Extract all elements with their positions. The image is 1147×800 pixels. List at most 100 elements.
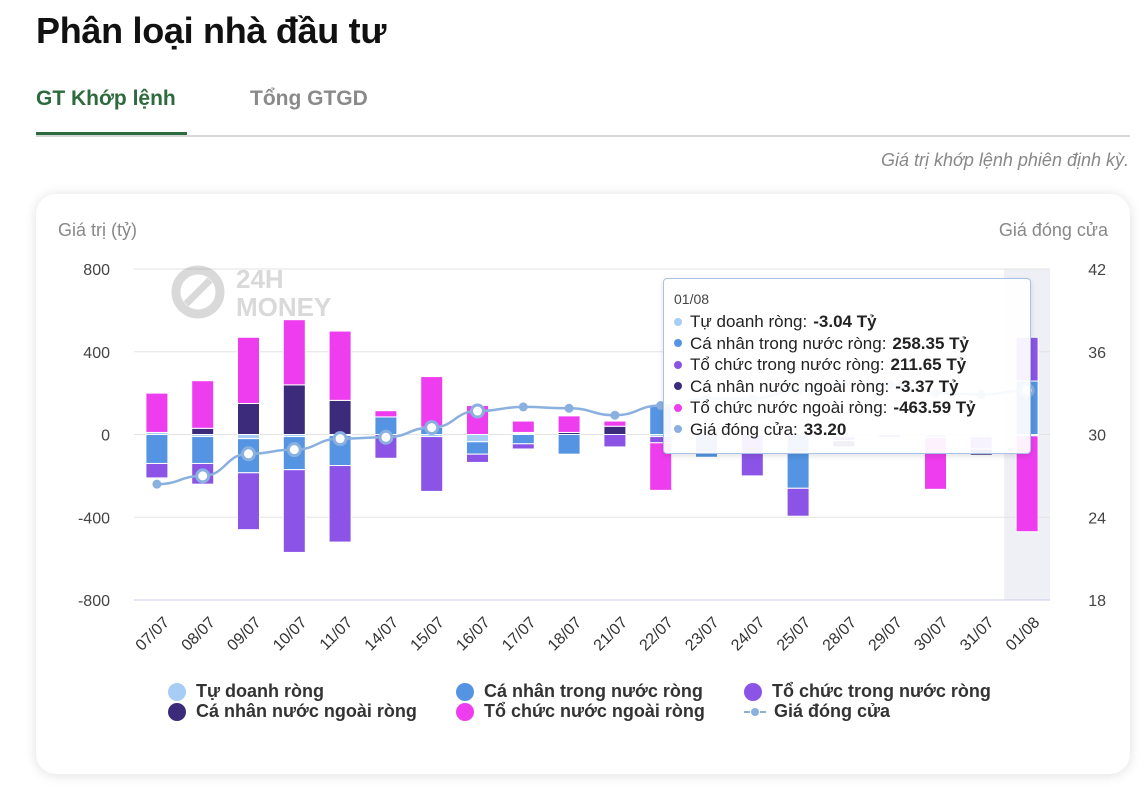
chart-note: Giá trị khớp lệnh phiên định kỳ.: [880, 150, 1129, 170]
bar-to_chuc_nuoc_ngoai[interactable]: [511, 420, 535, 433]
y-right-tick: 30: [1088, 428, 1106, 445]
bar-to_chuc_nuoc_ngoai[interactable]: [328, 330, 352, 401]
tooltip-title: 01/08: [674, 291, 710, 307]
legend-item[interactable]: Giá đóng cửa: [744, 701, 890, 722]
tooltip-row: Tổ chức nước ngoài ròng: -463.59 Tỷ: [674, 397, 1020, 419]
line-point[interactable]: [286, 442, 302, 458]
x-tick-label: 22/07: [637, 614, 677, 654]
bar-ca_nhan_trong_nuoc[interactable]: [511, 434, 535, 445]
active-tab-indicator: [36, 132, 187, 135]
x-tick-label: 29/07: [866, 614, 906, 654]
y-left-axis-title: Giá trị (tỷ): [58, 220, 137, 240]
bar-to_chuc_nuoc_ngoai[interactable]: [282, 319, 306, 386]
legend-item[interactable]: Cá nhân trong nước ròng: [456, 681, 703, 702]
chart-tooltip: 01/08 Tự doanh ròng: -3.04 Tỷ Cá nhân tron…: [663, 278, 1031, 454]
y-right-tick: 42: [1088, 262, 1106, 279]
line-point[interactable]: [332, 431, 348, 447]
x-tick-label: 31/07: [957, 614, 997, 654]
legend-item[interactable]: Tự doanh ròng: [168, 681, 324, 702]
bar-tu_doanh[interactable]: [466, 434, 489, 443]
tooltip-label: Giá đóng cửa:: [690, 419, 798, 439]
legend-item[interactable]: Tổ chức trong nước ròng: [744, 681, 991, 702]
bar-to_chuc_trong_nuoc[interactable]: [237, 472, 260, 531]
tooltip-dot: [674, 339, 682, 348]
x-tick-label: 17/07: [499, 614, 539, 654]
tooltip-label: Tổ chức trong nước ròng:: [690, 355, 885, 374]
x-tick-label: 30/07: [911, 614, 951, 654]
legend-swatch: [456, 702, 474, 721]
bar-to_chuc_nuoc_ngoai[interactable]: [374, 410, 398, 418]
chart-card: Giá trị (tỷ) Giá đóng cửa 800 400 0 -400 -80…: [36, 194, 1130, 774]
x-tick-label: 14/07: [362, 614, 402, 654]
y-right-axis-title: Giá đóng cửa: [998, 220, 1108, 240]
y-right-tick: 36: [1088, 345, 1106, 362]
bar-to_chuc_trong_nuoc[interactable]: [603, 434, 627, 448]
bar-to_chuc_trong_nuoc[interactable]: [145, 462, 169, 479]
tooltip-row: Tổ chức trong nước ròng: 211.65 Tỷ: [674, 354, 1020, 376]
tooltip-value: -3.37 Tỷ: [895, 376, 959, 396]
x-tick-label: 28/07: [820, 614, 860, 654]
tooltip-value: 211.65 Tỷ: [890, 355, 967, 374]
line-point[interactable]: [241, 446, 256, 462]
x-tick-label: 25/07: [774, 614, 814, 654]
x-tick-label: 16/07: [453, 614, 493, 654]
tooltip-row: Cá nhân nước ngoài ròng: -3.37 Tỷ: [674, 376, 1020, 398]
tooltip-dot: [674, 317, 682, 326]
legend-item[interactable]: Cá nhân nước ngoài ròng: [168, 701, 417, 722]
line-point[interactable]: [470, 403, 485, 419]
tab-tong-gtgd[interactable]: Tổng GTGD: [250, 87, 368, 110]
line-point[interactable]: [610, 410, 620, 420]
watermark-arrow: [183, 277, 213, 307]
bar-to_chuc_nuoc_ngoai[interactable]: [603, 420, 627, 427]
bar-to_chuc_trong_nuoc[interactable]: [466, 453, 489, 463]
x-tick-label: 09/07: [224, 614, 264, 654]
bar-to_chuc_nuoc_ngoai[interactable]: [191, 380, 215, 429]
bar-ca_nhan_nuoc_ngoai[interactable]: [282, 384, 306, 436]
watermark-text-2: MONEY: [236, 292, 331, 322]
bar-to_chuc_trong_nuoc[interactable]: [786, 487, 810, 517]
bar-ca_nhan_trong_nuoc[interactable]: [145, 434, 169, 464]
tab-bar: GT Khớp lệnh Tổng GTGD: [36, 82, 1130, 137]
bar-ca_nhan_nuoc_ngoai[interactable]: [191, 427, 215, 435]
watermark-text-1: 24H: [236, 264, 284, 294]
tooltip-value: -463.59 Tỷ: [893, 398, 976, 417]
bar-ca_nhan_nuoc_ngoai[interactable]: [145, 477, 169, 480]
bar-ca_nhan_nuoc_ngoai[interactable]: [328, 399, 352, 436]
x-tick-label: 23/07: [682, 614, 722, 654]
bar-to_chuc_nuoc_ngoai[interactable]: [557, 415, 581, 433]
bar-to_chuc_nuoc_ngoai[interactable]: [145, 392, 169, 433]
legend-label: Giá đóng cửa: [774, 701, 891, 721]
bar-ca_nhan_trong_nuoc[interactable]: [466, 441, 489, 455]
bar-to_chuc_nuoc_ngoai[interactable]: [649, 442, 673, 491]
bar-tu_doanh[interactable]: [237, 434, 260, 440]
bar-to_chuc_trong_nuoc[interactable]: [511, 443, 535, 450]
y-left-tick: -800: [78, 593, 110, 610]
bar-to_chuc_nuoc_ngoai[interactable]: [237, 336, 260, 404]
bar-to_chuc_trong_nuoc[interactable]: [420, 436, 444, 492]
x-tick-label: 08/07: [179, 614, 219, 654]
line-point[interactable]: [378, 429, 394, 445]
bar-to_chuc_nuoc_ngoai[interactable]: [420, 376, 444, 428]
bar-to_chuc_trong_nuoc[interactable]: [328, 465, 352, 543]
tooltip-label: Tự doanh ròng:: [690, 312, 808, 331]
tooltip-dot: [674, 425, 682, 434]
tooltip-row: Cá nhân trong nước ròng: 258.35 Tỷ: [674, 333, 1020, 355]
legend-item[interactable]: Tổ chức nước ngoài ròng: [456, 701, 705, 722]
line-point[interactable]: [518, 402, 528, 412]
tooltip-row: Giá đóng cửa: 33.20: [674, 419, 1020, 441]
tab-gt-khop-lenh[interactable]: GT Khớp lệnh: [36, 87, 176, 110]
legend-swatch: [168, 702, 186, 721]
x-tick-label: 24/07: [728, 614, 768, 654]
line-point[interactable]: [424, 420, 440, 436]
bar-to_chuc_trong_nuoc[interactable]: [282, 469, 306, 553]
line-point[interactable]: [152, 479, 162, 489]
y-left-tick: 400: [83, 345, 110, 362]
legend-swatch: [744, 682, 762, 701]
bar-ca_nhan_trong_nuoc[interactable]: [191, 436, 215, 464]
line-point[interactable]: [564, 403, 574, 413]
bar-ca_nhan_trong_nuoc[interactable]: [557, 434, 581, 455]
bar-ca_nhan_nuoc_ngoai[interactable]: [603, 425, 627, 436]
legend-label: Cá nhân trong nước ròng: [484, 681, 703, 701]
bar-ca_nhan_nuoc_ngoai[interactable]: [237, 402, 260, 435]
line-point[interactable]: [195, 468, 211, 484]
